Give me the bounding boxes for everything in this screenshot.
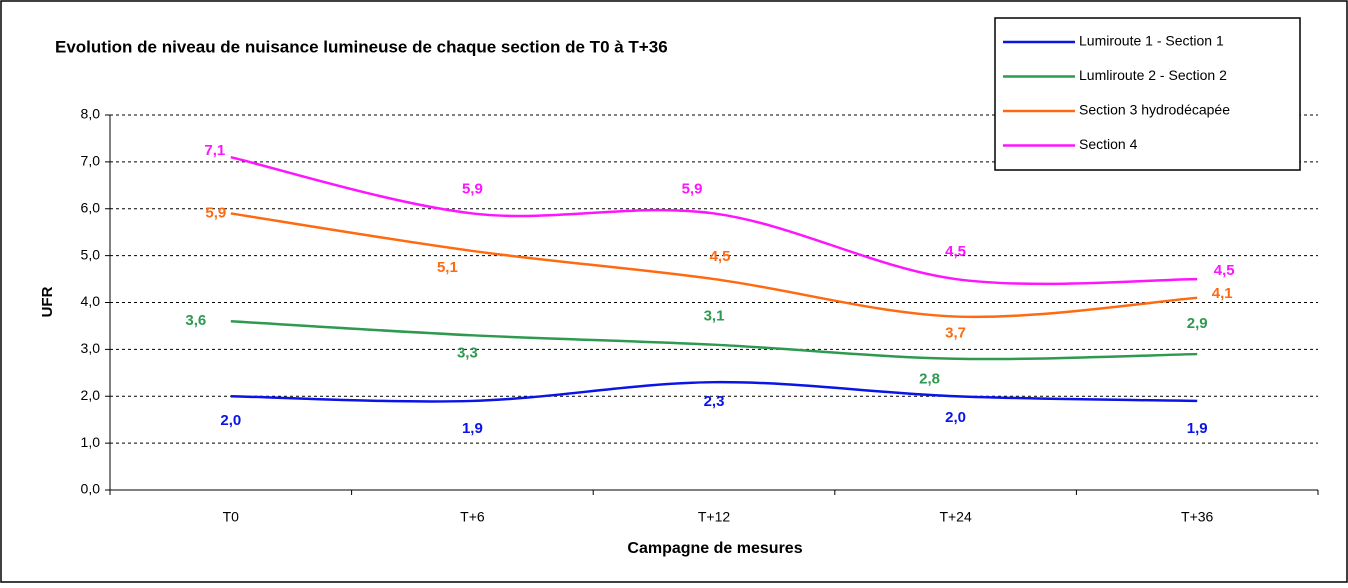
series-line xyxy=(230,155,1198,286)
x-tick-label: T+6 xyxy=(460,509,485,525)
y-tick-label: 6,0 xyxy=(81,199,101,215)
x-tick-label: T+12 xyxy=(698,509,731,525)
y-tick-label: 8,0 xyxy=(81,106,101,122)
data-label: 4,5 xyxy=(710,248,731,265)
legend-label: Section 3 hydrodécapée xyxy=(1079,102,1230,118)
y-axis-label: UFR xyxy=(39,286,56,317)
data-label: 5,9 xyxy=(682,180,703,197)
y-tick-label: 3,0 xyxy=(81,340,101,356)
data-label: 2,0 xyxy=(220,412,241,429)
legend-label: Lumiroute 1 - Section 1 xyxy=(1079,33,1224,49)
x-tick-label: T0 xyxy=(223,509,240,525)
legend-label: Lumliroute 2 - Section 2 xyxy=(1079,67,1227,83)
data-label: 1,9 xyxy=(1187,420,1208,437)
data-label: 3,7 xyxy=(945,325,966,342)
series-line xyxy=(230,320,1198,361)
y-tick-label: 5,0 xyxy=(81,246,101,262)
data-label: 3,6 xyxy=(185,312,206,329)
x-tick-label: T+24 xyxy=(939,509,972,525)
data-label: 5,1 xyxy=(437,259,458,276)
legend-label: Section 4 xyxy=(1079,136,1138,152)
data-label: 3,3 xyxy=(457,344,478,361)
series-line xyxy=(230,212,1198,319)
y-tick-label: 2,0 xyxy=(81,387,101,403)
x-tick-label: T+36 xyxy=(1181,509,1214,525)
data-label: 4,1 xyxy=(1212,285,1233,302)
data-label: 5,9 xyxy=(205,204,226,221)
data-label: 2,8 xyxy=(919,371,940,388)
data-label: 4,5 xyxy=(945,243,966,260)
y-tick-label: 1,0 xyxy=(81,434,101,450)
chart-title: Evolution de niveau de nuisance lumineus… xyxy=(55,37,668,56)
data-label: 2,9 xyxy=(1187,315,1208,332)
x-axis-label: Campagne de mesures xyxy=(627,540,802,557)
data-label: 1,9 xyxy=(462,420,483,437)
data-label: 7,1 xyxy=(204,142,225,159)
data-label: 2,0 xyxy=(945,409,966,426)
y-tick-label: 4,0 xyxy=(81,293,101,309)
data-label: 4,5 xyxy=(1214,262,1235,279)
data-label: 2,3 xyxy=(704,393,725,410)
data-label: 5,9 xyxy=(462,180,483,197)
series-line xyxy=(230,380,1198,403)
y-tick-label: 0,0 xyxy=(81,481,101,497)
y-tick-label: 7,0 xyxy=(81,153,101,169)
data-label: 3,1 xyxy=(704,308,725,325)
